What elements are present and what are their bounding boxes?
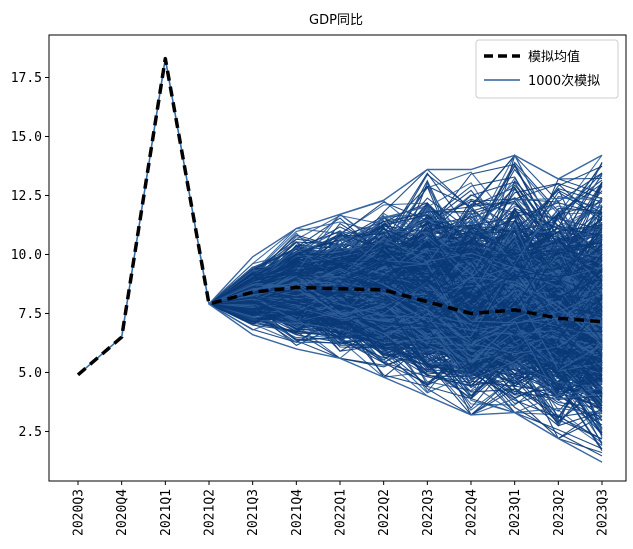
x-tick-label: 2021Q4	[290, 489, 305, 536]
y-tick-label: 15.0	[11, 130, 42, 145]
x-tick-label: 2023Q2	[552, 489, 567, 536]
y-tick-label: 5.0	[19, 366, 42, 381]
simulation-history-line	[77, 58, 210, 376]
simulation-line	[208, 260, 603, 390]
y-tick-label: 2.5	[19, 425, 42, 440]
simulation-line	[208, 231, 603, 305]
x-tick-label: 2023Q3	[596, 489, 611, 536]
mean-line	[76, 56, 603, 377]
x-tick-label: 2021Q3	[246, 489, 261, 536]
simulation-line	[208, 282, 603, 355]
x-tick-label: 2020Q3	[72, 489, 87, 536]
simulation-line	[208, 227, 603, 336]
simulation-line	[208, 228, 603, 305]
simulation-line	[208, 240, 603, 335]
simulation-line-lower-extreme	[208, 303, 603, 463]
chart-title: GDP同比	[309, 13, 363, 28]
simulation-lines	[76, 56, 603, 463]
x-tick-label: 2023Q1	[508, 489, 523, 536]
simulation-line	[208, 290, 603, 372]
x-tick-label: 2022Q3	[421, 489, 436, 536]
x-tick-label: 2022Q2	[377, 489, 392, 536]
simulation-line	[208, 267, 603, 333]
simulation-line	[209, 292, 603, 335]
simulation-line	[208, 225, 603, 372]
legend-box	[475, 39, 619, 99]
y-tick-label: 12.5	[11, 189, 42, 204]
x-tick-label: 2021Q2	[203, 489, 218, 536]
simulation-line	[208, 303, 603, 412]
y-tick-label: 10.0	[11, 248, 42, 263]
axes-frame	[48, 34, 627, 482]
legend-sims-label: 1000次模拟	[528, 73, 600, 89]
axes: 2.5 5.0 7.5 10.0 12.5 15.0 17.5 2020Q3 2020Q4 202…	[11, 71, 611, 536]
simulation-line	[208, 268, 603, 369]
simulation-line	[208, 254, 603, 319]
x-tick-label: 2022Q1	[334, 489, 349, 536]
y-tick-label: 7.5	[19, 307, 42, 322]
simulation-line	[208, 303, 603, 367]
simulation-line	[208, 273, 603, 342]
x-tick-label: 2022Q4	[465, 489, 480, 536]
simulation-line	[208, 250, 603, 345]
legend: 模拟均值 1000次模拟	[475, 39, 619, 99]
y-tick-label: 17.5	[11, 71, 42, 86]
simulation-line	[208, 172, 603, 305]
x-tick-label: 2020Q4	[115, 489, 130, 536]
simulation-line	[208, 282, 603, 400]
simulation-line-upper-extreme	[208, 154, 603, 305]
x-tick-label: 2021Q1	[159, 489, 174, 536]
legend-mean-label: 模拟均值	[528, 49, 580, 65]
plot-area	[76, 56, 603, 463]
simulation-line	[208, 296, 603, 414]
